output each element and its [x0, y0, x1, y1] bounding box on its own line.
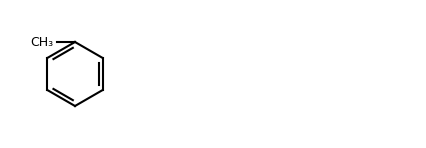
Text: CH₃: CH₃: [30, 36, 53, 49]
